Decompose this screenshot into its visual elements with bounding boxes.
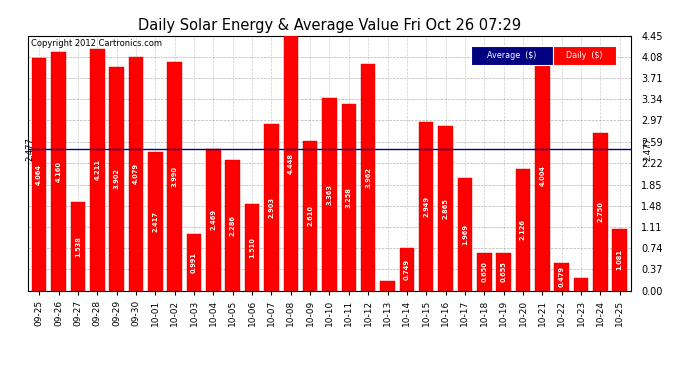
Text: 2.610: 2.610 [307, 206, 313, 226]
FancyBboxPatch shape [471, 46, 553, 65]
Text: Copyright 2012 Cartronics.com: Copyright 2012 Cartronics.com [30, 39, 161, 48]
Text: 0.991: 0.991 [191, 252, 197, 273]
Text: 4.448: 4.448 [288, 153, 294, 174]
Text: 0.650: 0.650 [482, 262, 487, 282]
Bar [555, 263, 569, 291]
Bar [109, 67, 124, 291]
Text: 1.081: 1.081 [617, 249, 623, 270]
Bar [51, 52, 66, 291]
Text: 1.538: 1.538 [75, 236, 81, 257]
Text: 2.469: 2.469 [210, 209, 217, 230]
Bar [303, 141, 317, 291]
Bar [284, 36, 298, 291]
Bar [419, 122, 433, 291]
Bar [593, 133, 608, 291]
Text: 0.749: 0.749 [404, 259, 410, 280]
Bar [515, 169, 530, 291]
Text: 1.510: 1.510 [249, 237, 255, 258]
Bar [361, 64, 375, 291]
Bar [342, 104, 356, 291]
FancyBboxPatch shape [553, 46, 616, 65]
Bar [380, 281, 395, 291]
Text: 2.477: 2.477 [643, 137, 652, 160]
Text: 2.286: 2.286 [230, 214, 236, 236]
Bar [129, 57, 144, 291]
Text: 3.990: 3.990 [172, 166, 177, 187]
Text: 2.865: 2.865 [442, 198, 448, 219]
Text: Daily  ($): Daily ($) [566, 51, 603, 60]
Text: Average  ($): Average ($) [487, 51, 537, 60]
Title: Daily Solar Energy & Average Value Fri Oct 26 07:29: Daily Solar Energy & Average Value Fri O… [138, 18, 521, 33]
Text: 4.079: 4.079 [133, 163, 139, 184]
Bar [400, 248, 414, 291]
Bar [187, 234, 201, 291]
Bar [226, 160, 240, 291]
Bar [535, 61, 550, 291]
Bar [245, 204, 259, 291]
Bar [477, 254, 491, 291]
Text: 0.655: 0.655 [501, 261, 506, 282]
Bar [438, 126, 453, 291]
Text: 4.160: 4.160 [56, 161, 61, 182]
Text: 3.363: 3.363 [326, 184, 333, 205]
Bar [206, 149, 221, 291]
Text: 1.969: 1.969 [462, 224, 468, 245]
Bar [574, 278, 589, 291]
Bar [264, 124, 279, 291]
Text: 2.126: 2.126 [520, 219, 526, 240]
Text: 4.064: 4.064 [36, 164, 42, 184]
Bar [457, 178, 472, 291]
Text: 3.258: 3.258 [346, 187, 352, 208]
Text: 3.902: 3.902 [114, 168, 119, 189]
Bar [70, 202, 85, 291]
Bar [613, 229, 627, 291]
Bar [168, 62, 182, 291]
Text: 2.477: 2.477 [25, 137, 34, 160]
Text: 3.962: 3.962 [365, 166, 371, 188]
Bar [32, 58, 46, 291]
Bar [90, 50, 104, 291]
Text: 2.903: 2.903 [268, 197, 275, 218]
Text: 2.949: 2.949 [423, 196, 429, 217]
Text: 4.211: 4.211 [95, 159, 100, 180]
Bar [322, 98, 337, 291]
Text: 2.750: 2.750 [598, 201, 603, 222]
Bar [496, 253, 511, 291]
Bar [148, 152, 163, 291]
Text: 2.417: 2.417 [152, 211, 158, 232]
Text: 4.004: 4.004 [540, 165, 545, 186]
Text: 0.479: 0.479 [559, 266, 564, 287]
